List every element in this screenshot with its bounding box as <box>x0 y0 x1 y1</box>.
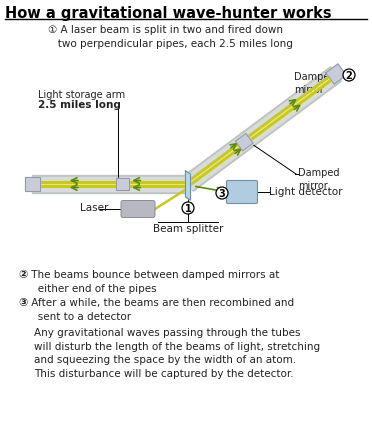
FancyBboxPatch shape <box>121 201 155 218</box>
Text: Damped
mirror: Damped mirror <box>298 167 340 191</box>
Text: Light detector: Light detector <box>269 187 343 196</box>
Text: 2.5 miles long: 2.5 miles long <box>38 100 121 110</box>
Text: Any gravitational waves passing through the tubes
will disturb the length of the: Any gravitational waves passing through … <box>34 327 320 378</box>
Polygon shape <box>235 134 253 152</box>
Text: How a gravitational wave-hunter works: How a gravitational wave-hunter works <box>5 6 331 21</box>
Polygon shape <box>32 178 188 192</box>
Text: ②: ② <box>18 269 28 279</box>
Text: After a while, the beams are then recombined and
   sent to a detector: After a while, the beams are then recomb… <box>28 297 294 321</box>
Polygon shape <box>184 69 340 190</box>
Text: 3: 3 <box>219 189 225 199</box>
Text: Damped
mirror: Damped mirror <box>294 72 336 95</box>
Polygon shape <box>183 68 341 192</box>
Text: Beam splitter: Beam splitter <box>153 224 223 233</box>
Text: ③: ③ <box>18 297 28 307</box>
Text: Light storage arm: Light storage arm <box>38 90 125 100</box>
Polygon shape <box>186 172 190 201</box>
Text: 2: 2 <box>346 71 352 81</box>
Polygon shape <box>326 65 346 85</box>
Circle shape <box>182 202 194 215</box>
Polygon shape <box>25 178 39 192</box>
FancyBboxPatch shape <box>227 181 257 204</box>
Text: ① A laser beam is split in two and fired down
   two perpendicular pipes, each 2: ① A laser beam is split in two and fired… <box>48 25 293 49</box>
Circle shape <box>216 187 228 199</box>
Polygon shape <box>116 178 129 190</box>
Text: Laser: Laser <box>80 202 108 213</box>
Circle shape <box>343 70 355 82</box>
Text: The beams bounce between damped mirrors at
   either end of the pipes: The beams bounce between damped mirrors … <box>28 269 279 293</box>
Text: 1: 1 <box>185 204 191 213</box>
Polygon shape <box>32 176 188 193</box>
